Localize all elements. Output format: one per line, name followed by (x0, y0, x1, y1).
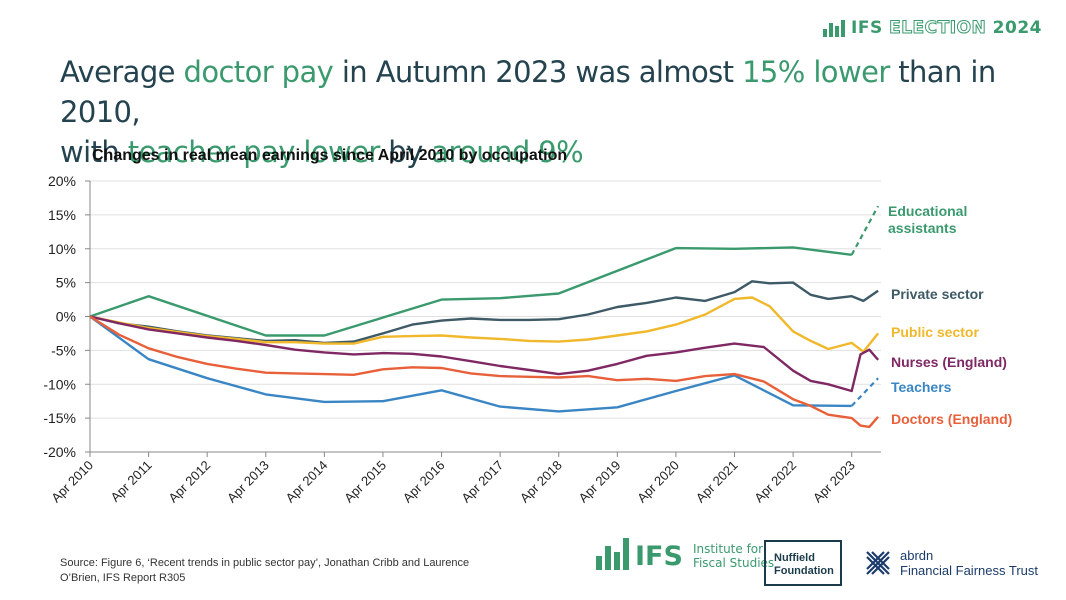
bar-chart-logo-icon (823, 19, 845, 37)
x-tick-label: Apr 2014 (283, 458, 331, 506)
series-label-educational_assistants: Educational (888, 203, 967, 219)
nuffield-logo: Nuffield Foundation (764, 540, 842, 586)
series-label-nurses: Nurses (England) (891, 354, 1007, 370)
series-line-doctors (89, 315, 880, 429)
series-label-teachers: Teachers (891, 379, 952, 395)
headline-text: Average (60, 55, 184, 89)
headline-text: in Autumn 2023 was almost (333, 55, 743, 89)
source-line-2: O’Brien, IFS Report R305 (60, 572, 186, 584)
x-tick-label: Apr 2013 (224, 458, 272, 506)
ifs-logo-subtitle: Institute for Fiscal Studies (689, 542, 774, 570)
abrdn-line-2: Financial Fairness Trust (900, 563, 1038, 578)
y-tick-label: -20% (43, 444, 76, 460)
y-tick-label: -5% (51, 342, 76, 358)
nuffield-line-2: Foundation (774, 565, 834, 577)
headline-highlight: teacher pay lower (127, 135, 381, 169)
y-tick-label: 5% (56, 275, 76, 291)
series-projection-teachers (850, 377, 879, 407)
ifs-logo: IFS Institute for Fiscal Studies (596, 538, 774, 570)
y-tick-label: 0% (56, 309, 76, 325)
x-tick-label: Apr 2012 (165, 458, 213, 506)
y-tick-label: -10% (43, 376, 76, 392)
x-tick-label: Apr 2016 (400, 458, 448, 506)
series-line-nurses (89, 315, 880, 393)
x-tick-label: Apr 2023 (810, 458, 858, 506)
headline-highlight: doctor pay (183, 55, 334, 89)
x-tick-label: Apr 2011 (107, 458, 154, 505)
source-note: Source: Figure 6, ‘Recent trends in publ… (60, 556, 530, 586)
headline-text: with (60, 135, 128, 169)
abrdn-logo: abrdn Financial Fairness Trust (864, 548, 1038, 578)
chart-title: Changes in real mean earnings since Apri… (92, 147, 568, 164)
source-line-1: Source: Figure 6, ‘Recent trends in publ… (60, 557, 470, 569)
abrdn-line-1: abrdn (900, 548, 934, 563)
ifs-election-brand: IFS ELECTION 2024 (823, 18, 1042, 39)
series-label-private_sector: Private sector (891, 286, 984, 302)
series-label-educational_assistants: assistants (888, 220, 957, 236)
series-projection-educational_assistants (850, 205, 880, 256)
series-label-public_sector: Public sector (891, 324, 979, 340)
x-tick-label: Apr 2017 (458, 458, 506, 506)
series-line-teachers (89, 315, 852, 413)
headline-text: by (379, 135, 432, 169)
x-tick-label: Apr 2019 (576, 458, 624, 506)
headline-highlight: 15% lower (742, 55, 890, 89)
line-chart: 20%15%10%5%0%-5%-10%-15%-20%Apr 2010 Apr … (43, 173, 1012, 506)
ifs-sub-2: Fiscal Studies (692, 556, 775, 570)
brand-election: ELECTION (889, 18, 987, 39)
brand-text: IFS ELECTION 2024 (851, 18, 1042, 39)
x-tick-label: Apr 2018 (517, 458, 565, 506)
x-tick-label: Apr 2010 (48, 458, 96, 506)
y-tick-label: 20% (48, 173, 76, 189)
series-line-public_sector (89, 296, 880, 353)
series-line-educational_assistants (89, 246, 852, 337)
abrdn-cross-icon (866, 551, 890, 575)
abrdn-text: abrdn Financial Fairness Trust (900, 548, 1038, 578)
ifs-logo-word: IFS (635, 541, 683, 572)
series-label-doctors: Doctors (England) (891, 411, 1012, 427)
x-tick-label: Apr 2020 (634, 458, 682, 506)
x-tick-label: Apr 2021 (693, 458, 741, 506)
ifs-sub-1: Institute for (692, 542, 764, 556)
y-tick-label: 10% (48, 241, 76, 257)
x-tick-label: Apr 2015 (341, 458, 389, 506)
series-line-private_sector (89, 280, 879, 345)
brand-ifs: IFS (851, 18, 883, 38)
ifs-bars-icon (596, 538, 629, 570)
headline-highlight: around 9% (431, 135, 584, 169)
headline-text: than in 2010, (60, 55, 996, 129)
brand-year: 2024 (992, 18, 1042, 38)
y-tick-label: -15% (43, 410, 76, 426)
nuffield-line-1: Nuffield (774, 552, 815, 564)
x-tick-label: Apr 2022 (751, 458, 799, 506)
headline: Average doctor pay in Autumn 2023 was al… (60, 52, 1020, 172)
y-tick-label: 15% (48, 207, 76, 223)
